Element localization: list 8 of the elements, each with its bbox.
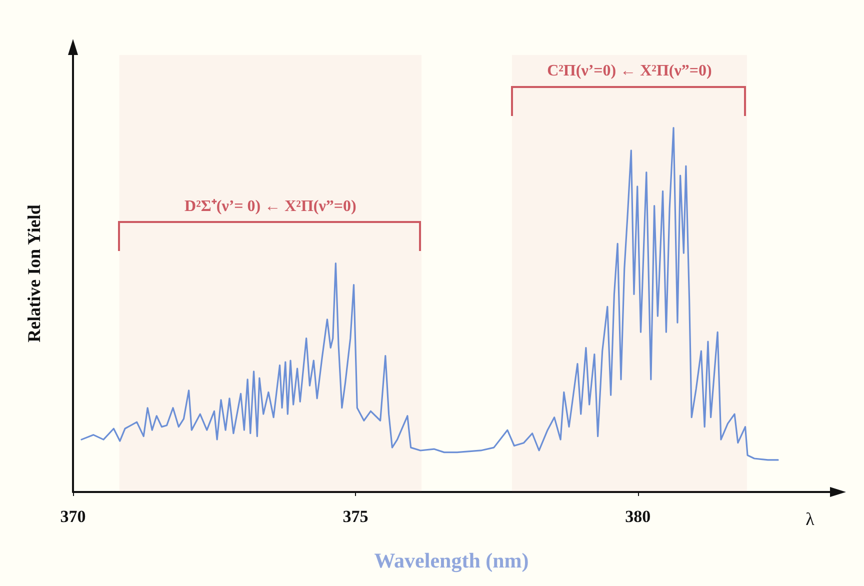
text: λ — [806, 509, 815, 529]
x-tick-label: 375 — [342, 507, 368, 526]
x-tick-label: 380 — [625, 507, 651, 526]
band-label: C²Π(ν’=0) ← X²Π(ν”=0) — [547, 62, 712, 80]
band-label: D²Σ⁺(ν’= 0) ← X²Π(ν”=0) — [184, 198, 356, 215]
y-axis-title: Relative Ion Yield — [24, 204, 44, 342]
x-tick-label: 370 — [60, 507, 86, 526]
x-axis-title: Wavelength (nm) — [374, 548, 529, 572]
